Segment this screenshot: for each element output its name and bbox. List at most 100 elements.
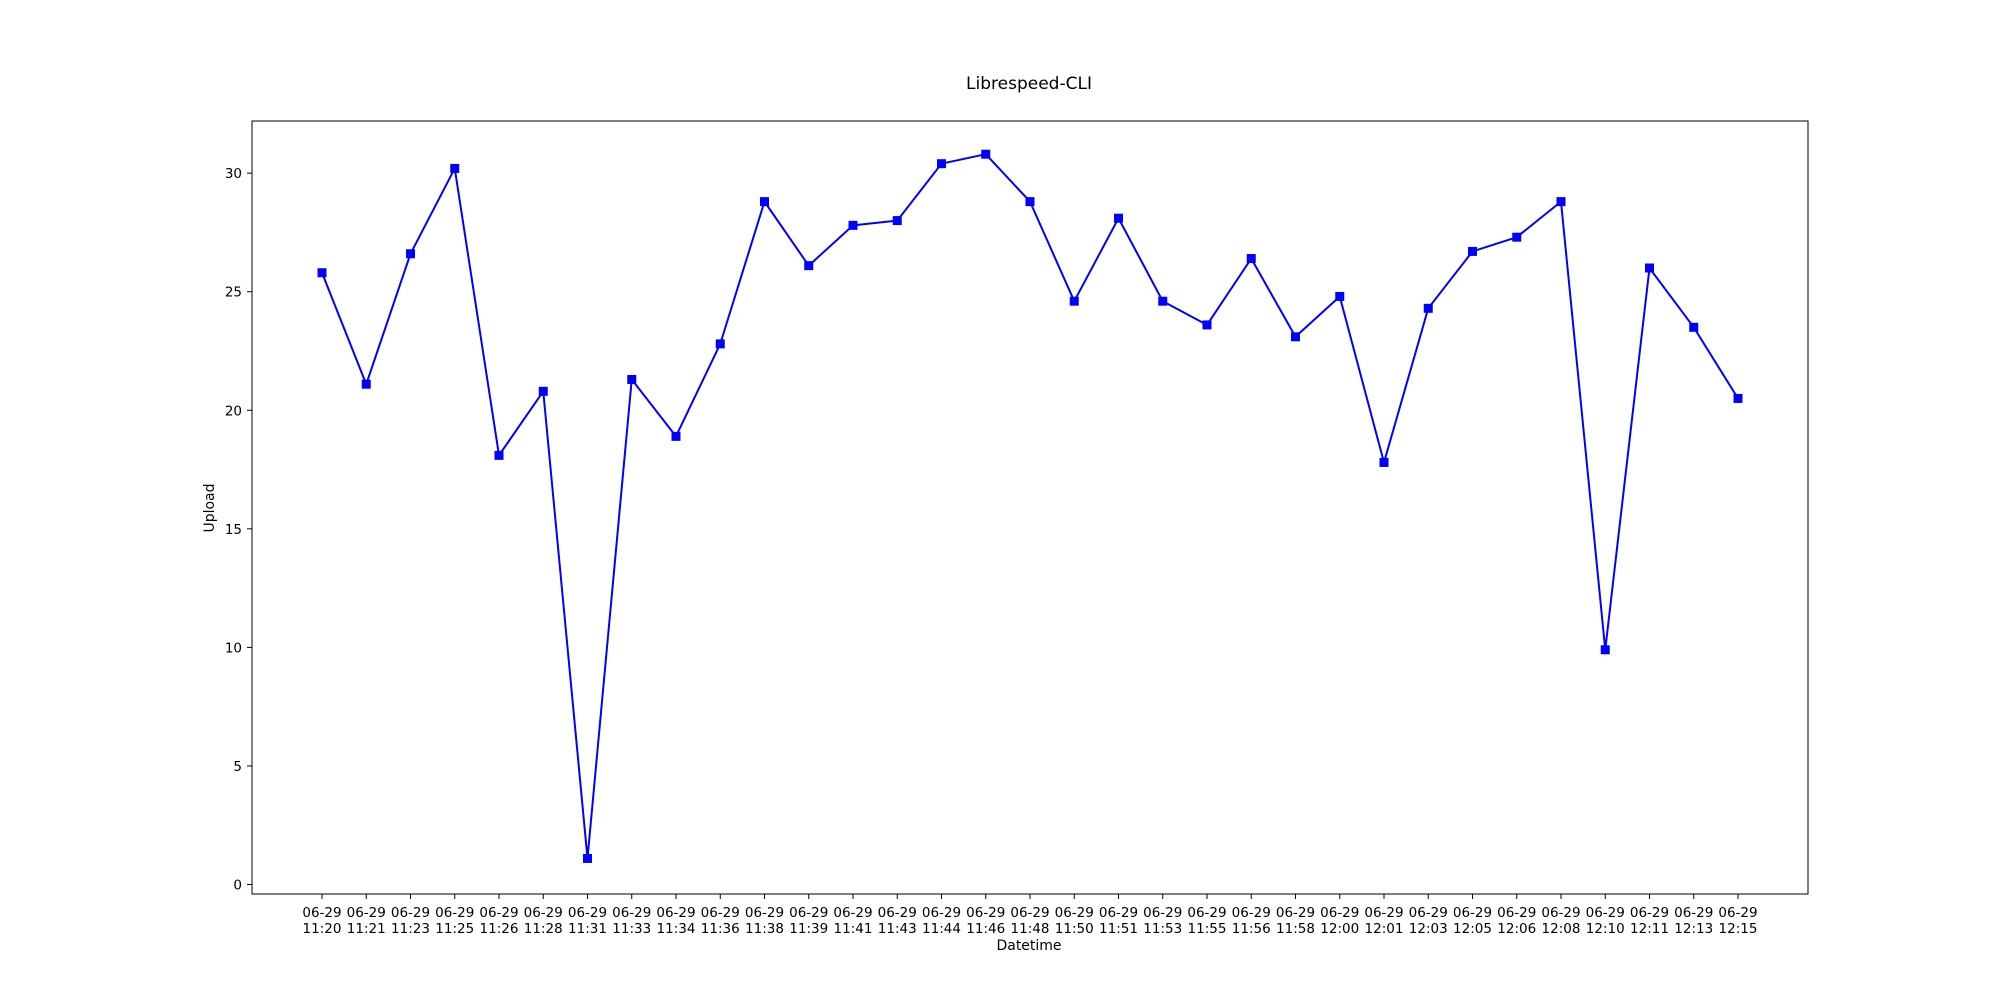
x-tick-label-time: 11:55 [1188, 921, 1227, 937]
x-tick-label-date: 06-29 [922, 905, 961, 921]
x-tick-label-time: 11:39 [789, 921, 828, 937]
data-point [981, 149, 991, 159]
x-tick-label-date: 06-29 [1232, 905, 1271, 921]
x-tick-label-time: 12:06 [1497, 921, 1536, 937]
x-tick-label-date: 06-29 [1674, 905, 1713, 921]
x-tick-label-date: 06-29 [347, 905, 386, 921]
x-tick-label-time: 12:15 [1719, 921, 1758, 937]
x-tick-label-date: 06-29 [745, 905, 784, 921]
x-tick-label-time: 11:44 [922, 921, 961, 937]
plot-area: 05101520253006-2911:2006-2911:2106-2911:… [225, 120, 1809, 937]
x-tick-label-date: 06-29 [878, 905, 917, 921]
x-tick-label-date: 06-29 [1630, 905, 1669, 921]
x-tick-label-date: 06-29 [656, 905, 695, 921]
data-point [1291, 332, 1300, 342]
x-tick-label-time: 11:20 [303, 921, 342, 937]
y-axis-label: Upload [202, 483, 218, 532]
x-tick-label-date: 06-29 [568, 905, 607, 921]
x-tick-label-time: 11:53 [1143, 921, 1182, 937]
x-tick-label-date: 06-29 [1453, 905, 1492, 921]
x-tick-label-date: 06-29 [966, 905, 1005, 921]
chart-title: Librespeed-CLI [966, 74, 1092, 94]
data-point [1379, 457, 1389, 467]
x-tick-label-date: 06-29 [789, 905, 828, 921]
series-line [321, 153, 1739, 860]
x-tick-label-time: 11:58 [1276, 921, 1315, 937]
data-point [892, 216, 902, 226]
x-tick-label-time: 12:10 [1586, 921, 1625, 937]
x-tick-label-time: 11:21 [347, 921, 386, 937]
data-point [1512, 232, 1522, 242]
data-point [715, 339, 725, 349]
x-tick-label-time: 12:13 [1674, 921, 1713, 937]
data-point [583, 853, 592, 863]
data-point [1600, 645, 1610, 655]
data-point [1246, 254, 1256, 264]
x-tick-label-date: 06-29 [1099, 905, 1138, 921]
data-point [1689, 322, 1699, 332]
x-tick-label-time: 11:51 [1099, 921, 1138, 937]
data-point [494, 450, 504, 460]
x-tick-label-time: 11:50 [1055, 921, 1094, 937]
x-tick-label-date: 06-29 [833, 905, 872, 921]
data-point [760, 197, 769, 207]
x-tick-label-date: 06-29 [1055, 905, 1094, 921]
x-tick-label-date: 06-29 [1010, 905, 1049, 921]
x-tick-label-time: 12:03 [1409, 921, 1448, 937]
x-tick-label-date: 06-29 [1497, 905, 1536, 921]
x-tick-label-date: 06-29 [1586, 905, 1625, 921]
x-tick-label-time: 11:26 [480, 921, 519, 937]
x-axis-label: Datetime [996, 938, 1061, 954]
data-point [1069, 296, 1079, 306]
x-tick-label-date: 06-29 [391, 905, 430, 921]
x-tick-label-date: 06-29 [1276, 905, 1315, 921]
data-point [538, 386, 548, 396]
data-point [627, 374, 637, 384]
x-tick-label-time: 12:11 [1630, 921, 1669, 937]
x-tick-label-date: 06-29 [1320, 905, 1359, 921]
data-point [1423, 303, 1433, 313]
y-tick-label: 30 [225, 166, 242, 182]
data-point [937, 159, 946, 169]
x-tick-label-time: 12:00 [1320, 921, 1359, 937]
x-tick-label-time: 11:23 [391, 921, 430, 937]
data-point [317, 268, 327, 278]
data-point [1158, 296, 1168, 306]
y-tick-label: 20 [225, 403, 242, 419]
x-tick-label-time: 11:33 [612, 921, 651, 937]
y-tick-label: 15 [225, 522, 242, 538]
x-tick-label-date: 06-29 [612, 905, 651, 921]
data-point [848, 220, 858, 230]
y-tick-label: 10 [225, 640, 242, 656]
data-point [1733, 393, 1743, 403]
x-tick-label-date: 06-29 [524, 905, 563, 921]
x-tick-label-date: 06-29 [302, 905, 341, 921]
x-tick-label-time: 11:34 [657, 921, 696, 937]
x-tick-label-time: 11:43 [878, 921, 917, 937]
data-point [1025, 197, 1035, 207]
x-tick-label-date: 06-29 [701, 905, 740, 921]
x-tick-label-date: 06-29 [435, 905, 474, 921]
x-tick-label-date: 06-29 [1187, 905, 1226, 921]
x-tick-label-time: 11:25 [435, 921, 474, 937]
data-point [1645, 263, 1654, 273]
x-tick-label-date: 06-29 [479, 905, 518, 921]
data-point [804, 261, 814, 271]
x-tick-label-time: 11:36 [701, 921, 740, 937]
x-tick-label-date: 06-29 [1541, 905, 1580, 921]
data-point [361, 379, 371, 389]
x-tick-label-date: 06-29 [1143, 905, 1182, 921]
plot-frame [251, 120, 1809, 895]
x-tick-label-time: 12:08 [1542, 921, 1581, 937]
data-point [1556, 197, 1566, 207]
data-point [671, 431, 681, 441]
x-tick-label-time: 11:31 [568, 921, 607, 937]
x-tick-label-time: 11:41 [834, 921, 873, 937]
x-tick-label-time: 11:46 [966, 921, 1005, 937]
data-point [406, 249, 415, 259]
x-tick-label-date: 06-29 [1364, 905, 1403, 921]
data-point [1468, 246, 1477, 256]
x-tick-label-time: 11:48 [1011, 921, 1050, 937]
y-tick-label: 0 [233, 878, 242, 894]
